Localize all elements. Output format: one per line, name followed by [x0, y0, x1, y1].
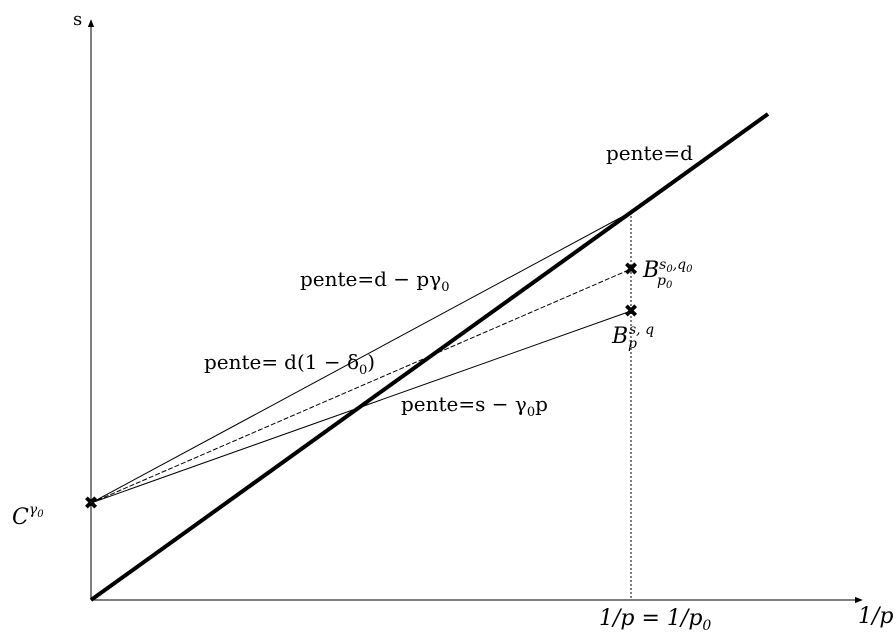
- middle-line-prefix: pente=: [204, 350, 278, 374]
- lower-line-label: pente=s − γ0p: [401, 392, 548, 420]
- upper-line-label: pente=d − pγ0: [300, 267, 449, 295]
- point-b0-label: Bs0,q0: [642, 257, 693, 283]
- middle-slope-line: [90, 268, 632, 504]
- point-b-sub: p: [628, 336, 637, 352]
- main-line-label: pente=d: [606, 141, 693, 165]
- middle-line-close: ): [367, 350, 375, 374]
- point-c-sup-sub: 0: [37, 509, 44, 520]
- upper-line-main: pente=d − pγ: [300, 267, 441, 291]
- point-b0-sub-label: p0: [657, 273, 673, 291]
- middle-line-sub: 0: [359, 363, 367, 378]
- x-tick-sub: 0: [702, 618, 711, 634]
- point-c-sup: γ: [29, 502, 38, 518]
- point-c-marker: ✖: [83, 493, 98, 514]
- point-b0-sup-sub2: 0: [686, 264, 693, 275]
- middle-line-expr: d(1 − δ: [284, 350, 359, 374]
- point-b-label: B: [611, 324, 628, 349]
- main-line: [89, 112, 770, 602]
- point-b-marker: ✖: [623, 301, 638, 322]
- lower-line-sub: 0: [527, 405, 535, 420]
- point-b0-sup: s: [659, 257, 666, 273]
- lower-line-tail: p: [535, 392, 548, 416]
- x-tick-main: 1/p = 1/p: [599, 606, 702, 631]
- point-c-label: Cγ0: [12, 502, 44, 530]
- x-axis-label: 1/p: [858, 604, 894, 629]
- point-b0-marker: ✖: [623, 259, 638, 280]
- point-b0-base: B: [642, 258, 659, 283]
- x-tick-label: 1/p = 1/p0: [599, 606, 711, 634]
- point-b0-sub: p: [657, 273, 666, 289]
- point-b0-sub-sub: 0: [666, 280, 673, 291]
- point-c-base: C: [12, 505, 29, 530]
- point-b0-sup-sep: ,q: [673, 257, 686, 273]
- lower-slope-line: [90, 310, 632, 504]
- middle-line-label: pente= d(1 − δ0): [204, 350, 375, 378]
- point-b-sup: s, q: [629, 322, 654, 338]
- upper-slope-line: [90, 211, 632, 504]
- upper-line-sub: 0: [441, 280, 449, 295]
- y-axis-label: s: [73, 9, 82, 30]
- point-b0-sup-sub: 0: [666, 264, 673, 275]
- lower-line-main: pente=s − γ: [401, 392, 527, 416]
